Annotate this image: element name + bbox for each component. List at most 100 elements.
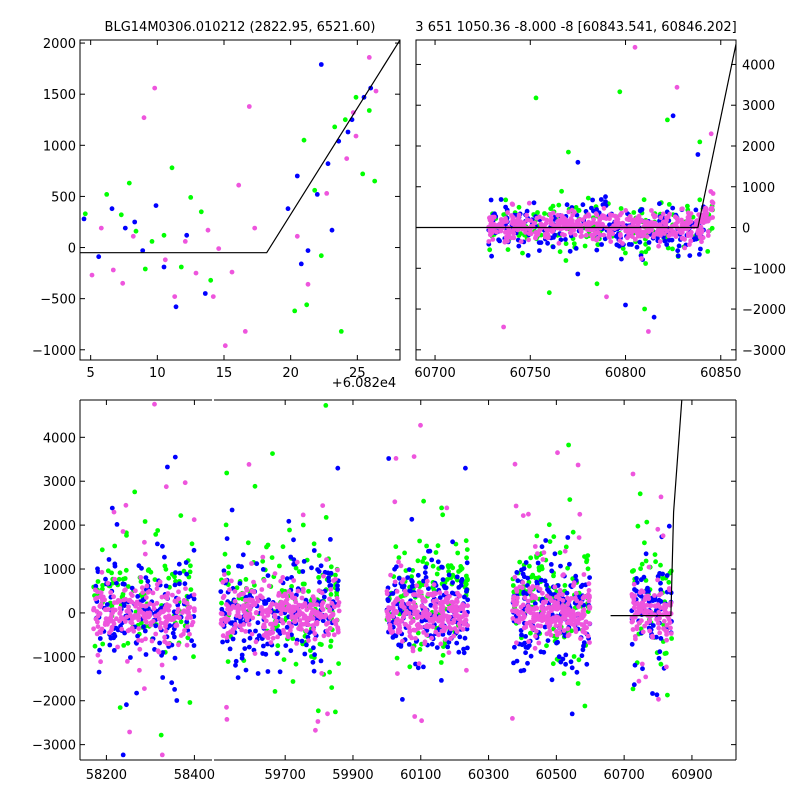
data-point bbox=[526, 511, 531, 517]
data-point bbox=[130, 233, 136, 239]
data-point bbox=[141, 115, 147, 121]
data-point bbox=[419, 718, 424, 724]
data-point bbox=[674, 215, 680, 221]
data-point bbox=[127, 655, 133, 660]
data-point bbox=[557, 616, 563, 622]
data-point bbox=[124, 702, 129, 708]
data-point bbox=[412, 604, 418, 609]
data-point bbox=[353, 133, 359, 139]
data-point bbox=[567, 248, 573, 254]
data-point bbox=[406, 642, 412, 647]
data-point bbox=[657, 649, 663, 655]
data-point bbox=[266, 597, 271, 603]
data-point bbox=[184, 232, 190, 238]
data-point bbox=[111, 648, 117, 653]
data-point bbox=[293, 565, 299, 571]
data-point bbox=[393, 544, 399, 550]
data-point bbox=[312, 652, 317, 658]
data-point bbox=[319, 602, 325, 608]
data-point bbox=[565, 626, 571, 632]
data-point bbox=[122, 619, 128, 624]
data-point bbox=[685, 203, 690, 209]
data-point bbox=[638, 566, 643, 572]
tick-label: 58400 bbox=[174, 768, 215, 783]
data-point bbox=[538, 221, 544, 227]
data-point bbox=[639, 207, 645, 212]
data-point bbox=[321, 633, 327, 639]
data-point bbox=[503, 197, 509, 203]
data-point bbox=[464, 560, 470, 566]
data-point bbox=[514, 640, 519, 646]
data-point bbox=[663, 610, 669, 615]
data-point bbox=[437, 595, 443, 600]
data-point bbox=[420, 559, 425, 564]
tick-label: −1000 bbox=[742, 262, 786, 277]
data-point bbox=[563, 241, 569, 247]
data-point bbox=[153, 631, 159, 637]
data-point bbox=[433, 550, 439, 555]
data-point bbox=[566, 632, 572, 638]
data-point bbox=[234, 585, 240, 591]
data-point bbox=[366, 55, 372, 60]
data-point bbox=[157, 640, 163, 646]
data-point bbox=[594, 237, 599, 243]
data-point bbox=[281, 627, 286, 633]
data-point bbox=[301, 615, 307, 621]
data-point bbox=[414, 583, 420, 589]
tick-label: 60800 bbox=[605, 366, 646, 381]
data-point bbox=[222, 551, 228, 557]
data-point bbox=[291, 578, 297, 583]
data-point bbox=[223, 615, 229, 621]
data-point bbox=[704, 210, 710, 216]
data-point bbox=[527, 589, 533, 595]
data-point bbox=[535, 560, 541, 566]
tick-label: 60750 bbox=[510, 366, 551, 381]
data-point bbox=[174, 622, 180, 628]
data-point bbox=[666, 579, 672, 585]
data-point bbox=[289, 615, 294, 620]
data-point bbox=[520, 513, 526, 518]
data-point bbox=[328, 644, 333, 649]
data-point bbox=[172, 655, 178, 661]
data-point bbox=[538, 240, 544, 246]
data-point bbox=[178, 264, 184, 270]
data-point bbox=[440, 652, 446, 658]
data-point bbox=[632, 601, 638, 607]
data-point bbox=[94, 631, 100, 637]
data-point bbox=[181, 598, 187, 603]
data-point bbox=[153, 532, 159, 537]
data-point bbox=[252, 225, 258, 231]
data-point bbox=[286, 518, 292, 524]
data-point bbox=[415, 572, 421, 578]
data-point bbox=[579, 653, 585, 659]
data-point bbox=[669, 636, 674, 641]
data-point bbox=[166, 641, 172, 647]
data-point bbox=[140, 248, 146, 254]
data-point bbox=[524, 208, 530, 214]
data-point bbox=[705, 249, 711, 254]
data-point bbox=[660, 533, 666, 539]
data-point bbox=[406, 601, 412, 606]
tick-label: 2000 bbox=[43, 37, 76, 52]
data-point bbox=[582, 630, 588, 636]
data-point bbox=[309, 565, 314, 571]
data-point bbox=[315, 708, 321, 714]
data-point bbox=[698, 219, 704, 225]
data-point bbox=[525, 575, 531, 581]
data-point bbox=[629, 594, 635, 599]
data-point bbox=[392, 499, 398, 505]
data-point bbox=[562, 232, 567, 238]
data-point bbox=[265, 612, 271, 618]
data-point bbox=[288, 628, 293, 633]
data-point bbox=[443, 590, 449, 596]
data-point bbox=[216, 246, 222, 252]
data-point bbox=[112, 600, 117, 606]
data-point bbox=[290, 604, 296, 610]
data-point bbox=[142, 628, 148, 634]
data-point bbox=[423, 575, 429, 580]
data-point bbox=[624, 216, 630, 222]
data-point bbox=[254, 610, 259, 615]
data-point bbox=[510, 616, 516, 621]
data-point bbox=[549, 608, 554, 614]
data-point bbox=[705, 229, 711, 235]
